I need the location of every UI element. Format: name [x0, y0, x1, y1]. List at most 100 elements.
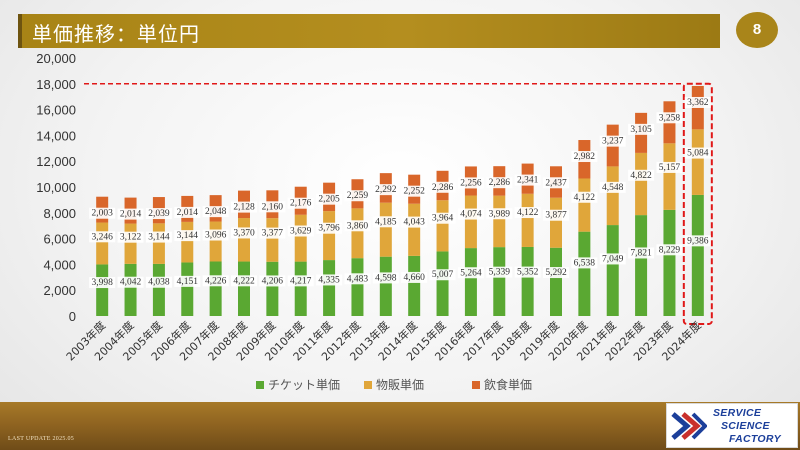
bar-segment-1: [464, 248, 477, 316]
bar-segment-2: [606, 166, 619, 226]
data-label: 4,548: [602, 183, 624, 193]
bar-segment-2: [238, 218, 250, 262]
bar-segment-2: [181, 221, 194, 263]
data-label-bg: [571, 191, 598, 203]
data-label: 8,229: [659, 245, 681, 255]
legend-swatch-2: [364, 381, 372, 389]
logo-line-3: FACTORY: [729, 433, 781, 445]
data-label: 3,877: [545, 211, 567, 221]
bar-segment-1: [691, 194, 704, 316]
data-label-bg: [344, 273, 371, 285]
data-label: 5,339: [489, 268, 511, 278]
data-label: 5,157: [659, 163, 681, 173]
highlight-box: [682, 82, 713, 325]
data-label: 2,437: [545, 178, 567, 188]
data-label-bg: [571, 151, 598, 163]
data-label-bg: [514, 266, 541, 278]
data-label-bg: [145, 231, 172, 243]
data-label-bg: [231, 275, 257, 287]
data-label: 4,122: [574, 193, 596, 203]
y-tick-label: 8,000: [43, 206, 76, 221]
data-label: 4,598: [375, 273, 397, 283]
data-label: 2,256: [460, 178, 482, 188]
data-label: 4,206: [262, 276, 284, 286]
data-label-bg: [231, 201, 257, 213]
data-label: 2,048: [205, 207, 227, 217]
data-label-bg: [628, 123, 655, 135]
data-label: 3,989: [489, 209, 511, 219]
data-label: 2,014: [120, 210, 142, 220]
data-label-bg: [372, 272, 399, 284]
data-label: 5,264: [460, 268, 482, 278]
data-label: 3,237: [602, 137, 624, 147]
data-label: 2,982: [574, 152, 596, 162]
bar-segment-2: [209, 221, 222, 262]
y-tick-label: 6,000: [43, 232, 76, 247]
logo-mark-icon: [671, 412, 707, 440]
legend-swatch-3: [472, 381, 480, 389]
bar-segment-1: [436, 251, 449, 316]
bar-segment-1: [635, 215, 648, 316]
data-label-bg: [457, 208, 484, 220]
data-label-bg: [486, 177, 513, 189]
data-label: 4,185: [375, 217, 397, 227]
data-label: 3,144: [177, 231, 199, 241]
bar-segment-2: [691, 129, 704, 195]
data-label-bg: [372, 216, 399, 228]
bar-segment-2: [521, 193, 534, 247]
data-label: 3,122: [120, 233, 142, 243]
data-label-bg: [429, 181, 456, 193]
bar-segment-2: [152, 223, 165, 264]
bar-segment-2: [266, 218, 279, 262]
y-tick-label: 4,000: [43, 257, 76, 272]
data-label: 3,964: [432, 214, 454, 224]
bar-segment-2: [323, 211, 336, 261]
data-label-bg: [486, 208, 513, 220]
data-label: 4,217: [290, 276, 312, 286]
bar-segment-1: [152, 263, 165, 316]
data-label-bg: [401, 271, 428, 283]
bar-segment-1: [606, 225, 619, 316]
bar-segment-1: [408, 255, 421, 316]
data-label: 4,074: [460, 210, 482, 220]
logo-line-1: SERVICE: [713, 407, 762, 419]
bar-segment-1: [578, 231, 591, 316]
bar-segment-2: [663, 143, 676, 210]
data-label-bg: [202, 275, 229, 287]
data-label-bg: [457, 177, 484, 189]
bar-segment-2: [96, 222, 109, 265]
footer-note: LAST UPDATE 2025.05: [8, 436, 75, 442]
bar-segment-1: [124, 263, 137, 316]
data-label-bg: [401, 216, 428, 228]
bar-segment-2: [493, 195, 506, 248]
data-label: 2,160: [262, 202, 284, 212]
data-label-bg: [486, 266, 513, 278]
y-tick-label: 0: [69, 309, 76, 324]
data-label-bg: [259, 275, 286, 287]
data-label-bg: [287, 197, 314, 209]
data-label-bg: [684, 235, 711, 247]
data-label: 4,226: [205, 276, 227, 286]
data-label-bg: [89, 231, 116, 243]
data-label: 9,386: [687, 236, 709, 246]
data-label-bg: [599, 135, 626, 147]
bar-segment-2: [550, 197, 562, 248]
bar-segment-1: [550, 247, 562, 316]
data-label: 3,860: [347, 221, 369, 231]
data-label: 6,538: [574, 258, 596, 268]
data-label: 3,629: [290, 227, 312, 237]
page-number-badge: 8: [736, 12, 778, 48]
data-label-bg: [684, 96, 711, 108]
bar-segment-2: [379, 202, 392, 257]
data-label-bg: [656, 244, 683, 256]
data-label-bg: [656, 112, 683, 124]
legend-label-3: 飲食単価: [484, 377, 532, 392]
data-label-bg: [543, 209, 569, 221]
data-label-bg: [117, 208, 144, 220]
bar-segment-1: [379, 256, 392, 316]
y-tick-label: 12,000: [36, 154, 76, 169]
data-label: 3,370: [233, 228, 255, 238]
data-label-bg: [174, 230, 201, 242]
data-label-bg: [401, 185, 428, 197]
data-label-bg: [259, 227, 286, 239]
